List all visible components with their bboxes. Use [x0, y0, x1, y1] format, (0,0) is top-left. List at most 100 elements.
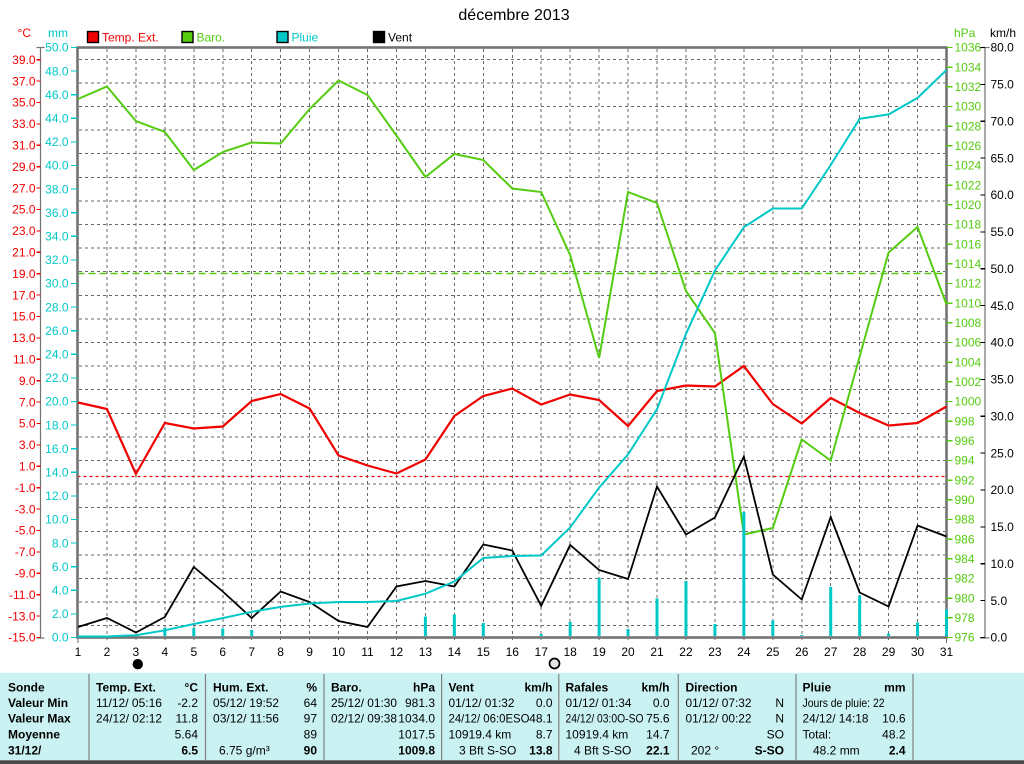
svg-text:12.0: 12.0 — [45, 489, 69, 503]
svg-text:26.0: 26.0 — [45, 324, 69, 338]
svg-text:982: 982 — [955, 572, 975, 586]
svg-text:20.0: 20.0 — [45, 395, 69, 409]
svg-text:N: N — [775, 712, 784, 726]
svg-text:48.2 mm: 48.2 mm — [813, 744, 860, 758]
svg-text:25.0: 25.0 — [991, 446, 1015, 460]
svg-text:31/12/: 31/12/ — [8, 744, 42, 758]
svg-text:0.0: 0.0 — [653, 696, 670, 710]
svg-text:1016: 1016 — [955, 237, 982, 251]
svg-text:1032: 1032 — [955, 80, 982, 94]
svg-text:60.0: 60.0 — [991, 188, 1015, 202]
svg-text:mm: mm — [884, 681, 905, 695]
svg-text:01/12/ 01:34: 01/12/ 01:34 — [566, 696, 632, 710]
svg-text:1010: 1010 — [955, 296, 982, 310]
svg-text:3 Bft S-SO: 3 Bft S-SO — [459, 744, 516, 758]
svg-text:Direction: Direction — [686, 681, 738, 695]
svg-text:31: 31 — [940, 645, 954, 659]
svg-text:48.2: 48.2 — [882, 728, 906, 742]
svg-text:1024: 1024 — [955, 159, 982, 173]
svg-text:44.0: 44.0 — [45, 112, 69, 126]
svg-text:11.8: 11.8 — [176, 712, 199, 726]
svg-text:50.0: 50.0 — [991, 262, 1015, 276]
svg-text:14.7: 14.7 — [646, 728, 670, 742]
svg-text:75.6: 75.6 — [646, 712, 670, 726]
svg-text:21.0: 21.0 — [12, 246, 36, 260]
svg-text:1017.5: 1017.5 — [398, 728, 435, 742]
svg-text:8.7: 8.7 — [536, 728, 553, 742]
svg-text:11/12/ 05:16: 11/12/ 05:16 — [96, 696, 162, 710]
svg-text:8: 8 — [277, 645, 284, 659]
svg-text:Temp. Ext.: Temp. Ext. — [96, 681, 156, 695]
svg-text:2.4: 2.4 — [889, 744, 906, 758]
svg-text:°C: °C — [185, 681, 199, 695]
svg-text:S-SO: S-SO — [755, 744, 784, 758]
svg-text:42.0: 42.0 — [45, 135, 69, 149]
svg-text:35.0: 35.0 — [991, 373, 1015, 387]
svg-text:4.0: 4.0 — [52, 584, 69, 598]
svg-text:km/h: km/h — [641, 681, 669, 695]
svg-text:1036: 1036 — [955, 41, 982, 55]
svg-text:24/12/ 03:0O-SO: 24/12/ 03:0O-SO — [566, 712, 644, 726]
svg-text:25.0: 25.0 — [12, 203, 36, 217]
svg-text:80.0: 80.0 — [991, 41, 1015, 55]
svg-text:hPa: hPa — [954, 26, 976, 40]
svg-text:SO: SO — [767, 728, 784, 742]
svg-text:10919.4 km: 10919.4 km — [449, 728, 512, 742]
svg-text:5: 5 — [190, 645, 197, 659]
svg-text:986: 986 — [955, 532, 975, 546]
svg-text:1020: 1020 — [955, 198, 982, 212]
svg-text:30.0: 30.0 — [991, 409, 1015, 423]
svg-text:9.0: 9.0 — [19, 374, 36, 388]
svg-text:32.0: 32.0 — [45, 253, 69, 267]
svg-text:40.0: 40.0 — [991, 336, 1015, 350]
svg-text:27.0: 27.0 — [12, 181, 36, 195]
svg-text:Baro.: Baro. — [197, 31, 226, 45]
svg-text:33.0: 33.0 — [12, 117, 36, 131]
svg-text:km/h: km/h — [524, 681, 552, 695]
svg-text:978: 978 — [955, 611, 975, 625]
svg-text:24/12/ 06:0ESO: 24/12/ 06:0ESO — [449, 712, 530, 726]
svg-text:998: 998 — [955, 414, 975, 428]
svg-text:01/12/ 01:32: 01/12/ 01:32 — [449, 696, 515, 710]
svg-text:18.0: 18.0 — [45, 418, 69, 432]
svg-text:19: 19 — [592, 645, 606, 659]
svg-text:20: 20 — [621, 645, 635, 659]
svg-text:12: 12 — [390, 645, 404, 659]
svg-text:202 °: 202 ° — [691, 744, 719, 758]
svg-text:3.0: 3.0 — [19, 438, 36, 452]
svg-text:10.0: 10.0 — [991, 557, 1015, 571]
svg-text:Temp. Ext.: Temp. Ext. — [102, 31, 159, 45]
svg-text:15.0: 15.0 — [991, 520, 1015, 534]
svg-text:19.0: 19.0 — [12, 267, 36, 281]
svg-text:Moyenne: Moyenne — [8, 728, 60, 742]
svg-text:6.75 g/m³: 6.75 g/m³ — [219, 744, 270, 758]
svg-text:mm: mm — [48, 26, 68, 40]
svg-text:30: 30 — [911, 645, 925, 659]
svg-text:34.0: 34.0 — [45, 230, 69, 244]
svg-text:5.0: 5.0 — [991, 594, 1008, 608]
svg-text:16: 16 — [506, 645, 520, 659]
svg-text:13.8: 13.8 — [529, 744, 553, 758]
svg-text:-1.0: -1.0 — [15, 481, 36, 495]
svg-text:24.0: 24.0 — [45, 348, 69, 362]
svg-text:20.0: 20.0 — [991, 483, 1015, 497]
svg-text:70.0: 70.0 — [991, 115, 1015, 129]
svg-text:30.0: 30.0 — [45, 277, 69, 291]
svg-text:48.0: 48.0 — [45, 64, 69, 78]
svg-text:992: 992 — [955, 473, 975, 487]
svg-text:46.0: 46.0 — [45, 88, 69, 102]
svg-text:10.6: 10.6 — [882, 712, 906, 726]
svg-text:25/12/ 01:30: 25/12/ 01:30 — [331, 696, 397, 710]
svg-text:3: 3 — [133, 645, 140, 659]
svg-text:45.0: 45.0 — [991, 299, 1015, 313]
svg-text:21: 21 — [650, 645, 664, 659]
svg-text:89: 89 — [304, 728, 318, 742]
svg-text:97: 97 — [304, 712, 318, 726]
svg-text:-13.0: -13.0 — [8, 609, 36, 623]
svg-text:37.0: 37.0 — [12, 74, 36, 88]
svg-text:10919.4 km: 10919.4 km — [566, 728, 629, 742]
svg-text:hPa: hPa — [413, 681, 435, 695]
svg-text:38.0: 38.0 — [45, 182, 69, 196]
svg-text:Total:: Total: — [803, 728, 832, 742]
svg-text:Valeur Max: Valeur Max — [8, 712, 71, 726]
